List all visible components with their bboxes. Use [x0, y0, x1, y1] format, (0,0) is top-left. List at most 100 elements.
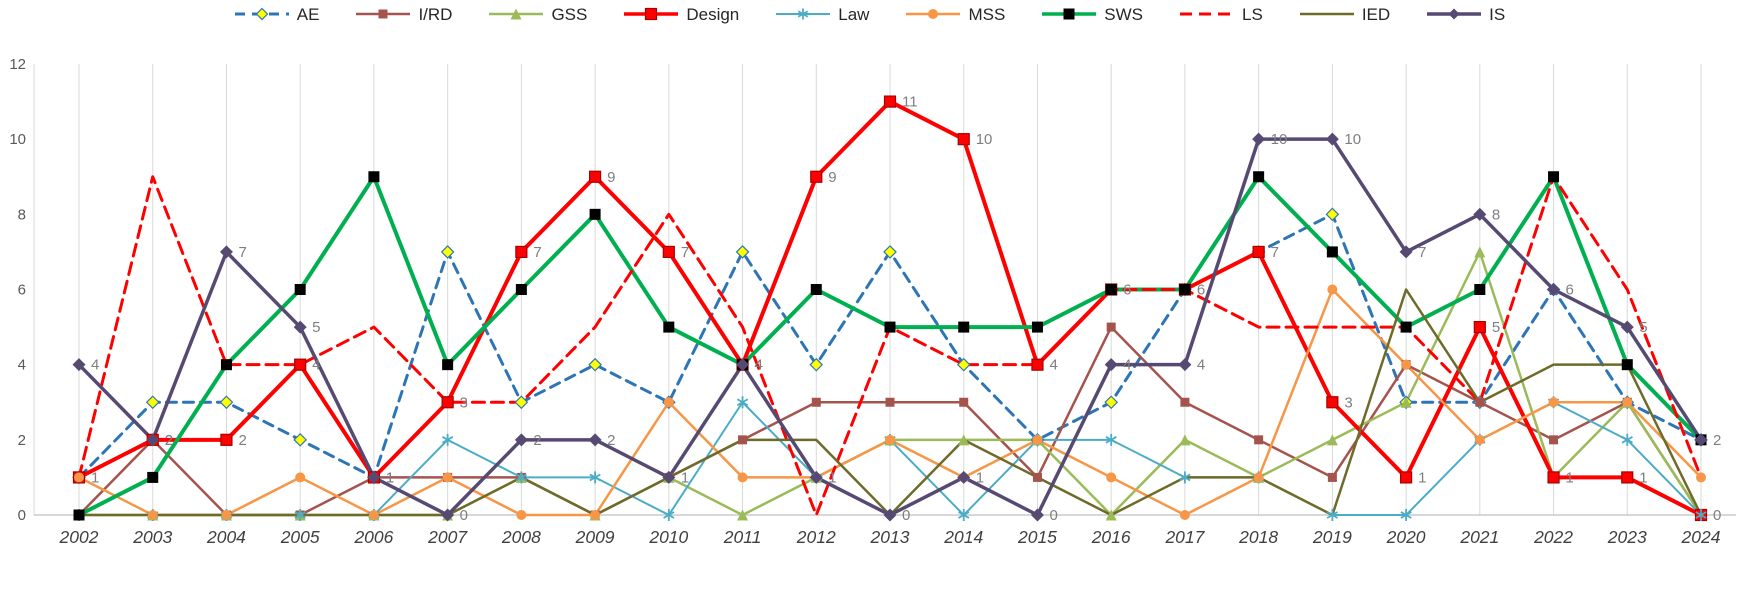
- y-tick-label: 12: [9, 56, 26, 73]
- legend-swatch-design-icon: [624, 7, 679, 21]
- series-marker-ae: [1104, 395, 1119, 410]
- data-label: 1: [976, 469, 984, 486]
- x-tick-label: 2002: [59, 527, 99, 547]
- series-marker-sws: [147, 471, 159, 483]
- data-label: 2: [533, 432, 541, 449]
- data-label: 4: [1197, 357, 1205, 374]
- series-marker-ae: [293, 432, 308, 447]
- legend-item-ls[interactable]: LS: [1179, 5, 1263, 23]
- series-marker-sws: [1474, 284, 1486, 295]
- legend-label-ied: IED: [1361, 4, 1391, 24]
- series-marker-mss: [221, 510, 232, 520]
- series-marker-mss: [1106, 472, 1117, 483]
- legend-item-sws[interactable]: SWS: [1041, 5, 1143, 23]
- series-marker-ae: [440, 245, 455, 259]
- series-marker-ae: [1325, 207, 1340, 222]
- x-tick-label: 2023: [1607, 527, 1647, 547]
- data-label: 7: [533, 244, 541, 261]
- series-marker-mss: [1696, 472, 1706, 483]
- legend-swatch-ls-icon: [1180, 12, 1235, 16]
- data-label: 4: [312, 357, 320, 374]
- series-marker-design: [645, 7, 658, 21]
- x-tick-label: 2008: [501, 527, 541, 547]
- legend-swatch-gss-icon: [489, 8, 544, 20]
- series-marker-i-rd: [378, 9, 388, 19]
- series-marker-mss: [1179, 510, 1190, 520]
- legend-item-i-rd[interactable]: I/RD: [355, 5, 452, 23]
- legend-label-i-rd: I/RD: [418, 4, 453, 24]
- legend-swatch-law-icon: [776, 8, 831, 20]
- data-label: 4: [755, 357, 763, 374]
- series-marker-sws: [1063, 8, 1075, 20]
- series-marker-design: [883, 95, 897, 108]
- series-marker-ae: [735, 245, 750, 259]
- x-tick-label: 2004: [206, 527, 246, 547]
- series-marker-ae: [145, 395, 160, 410]
- x-tick-label: 2019: [1312, 527, 1352, 547]
- series-marker-mss: [368, 510, 379, 520]
- x-tick-label: 2007: [427, 527, 468, 547]
- y-tick-label: 8: [18, 206, 26, 223]
- series-marker-gss: [737, 509, 749, 521]
- series-marker-design: [220, 433, 233, 446]
- legend-item-ae[interactable]: AE: [234, 5, 319, 23]
- series-marker-is: [367, 470, 381, 484]
- x-tick-label: 2005: [280, 527, 320, 547]
- data-label: 1: [828, 469, 836, 486]
- series-marker-is: [514, 433, 528, 447]
- series-marker-design: [662, 245, 675, 259]
- series-marker-design: [1399, 471, 1413, 484]
- data-label: 0: [1713, 507, 1721, 524]
- legend-label-gss: GSS: [551, 4, 588, 24]
- series-marker-sws: [1253, 171, 1265, 183]
- x-tick-label: 2013: [870, 527, 910, 547]
- series-marker-is: [1325, 132, 1339, 146]
- legend-item-design[interactable]: Design: [623, 5, 739, 23]
- series-marker-ae: [588, 357, 602, 372]
- series-marker-i-rd: [1254, 435, 1264, 445]
- series-marker-is: [1694, 433, 1708, 447]
- data-label: 9: [828, 169, 836, 186]
- series-marker-is: [588, 433, 602, 447]
- series-marker-i-rd: [811, 397, 821, 407]
- data-label: 7: [1271, 244, 1279, 261]
- data-label: 0: [902, 507, 910, 524]
- series-marker-design: [441, 396, 454, 409]
- series-marker-is: [1448, 8, 1460, 20]
- series-marker-i-rd: [1032, 472, 1042, 482]
- series-marker-design: [1473, 320, 1486, 334]
- series-marker-is: [293, 320, 307, 334]
- x-tick-label: 2015: [1017, 527, 1057, 547]
- series-marker-mss: [663, 397, 674, 408]
- series-marker-i-rd: [885, 397, 895, 407]
- legend-label-law: Law: [838, 4, 870, 24]
- data-label: 2: [165, 432, 173, 449]
- data-label: 5: [1492, 319, 1500, 336]
- data-label: 11: [902, 94, 918, 111]
- x-tick-label: 2017: [1164, 527, 1205, 547]
- legend-item-gss[interactable]: GSS: [488, 5, 587, 23]
- series-marker-is: [1473, 207, 1487, 221]
- series-marker-design: [588, 170, 602, 183]
- legend-item-mss[interactable]: MSS: [905, 5, 1005, 23]
- legend-item-is[interactable]: IS: [1426, 5, 1505, 23]
- series-marker-sws: [1031, 321, 1043, 333]
- data-label: 1: [681, 469, 689, 486]
- series-marker-is: [146, 433, 160, 447]
- data-label: 0: [460, 507, 468, 524]
- x-tick-label: 2009: [575, 527, 615, 547]
- legend-item-law[interactable]: Law: [775, 5, 869, 23]
- series-marker-is: [883, 508, 897, 522]
- series-marker-mss: [147, 510, 158, 520]
- series-marker-is: [957, 470, 971, 484]
- series-marker-mss: [928, 9, 939, 19]
- legend-item-ied[interactable]: IED: [1299, 5, 1390, 23]
- series-marker-is: [1252, 132, 1266, 146]
- series-marker-mss: [737, 472, 748, 483]
- series-marker-ae: [514, 395, 529, 410]
- series-marker-is: [736, 358, 750, 372]
- series-marker-sws: [663, 321, 675, 333]
- legend-swatch-sws-icon: [1042, 8, 1097, 20]
- legend-label-is: IS: [1489, 4, 1506, 24]
